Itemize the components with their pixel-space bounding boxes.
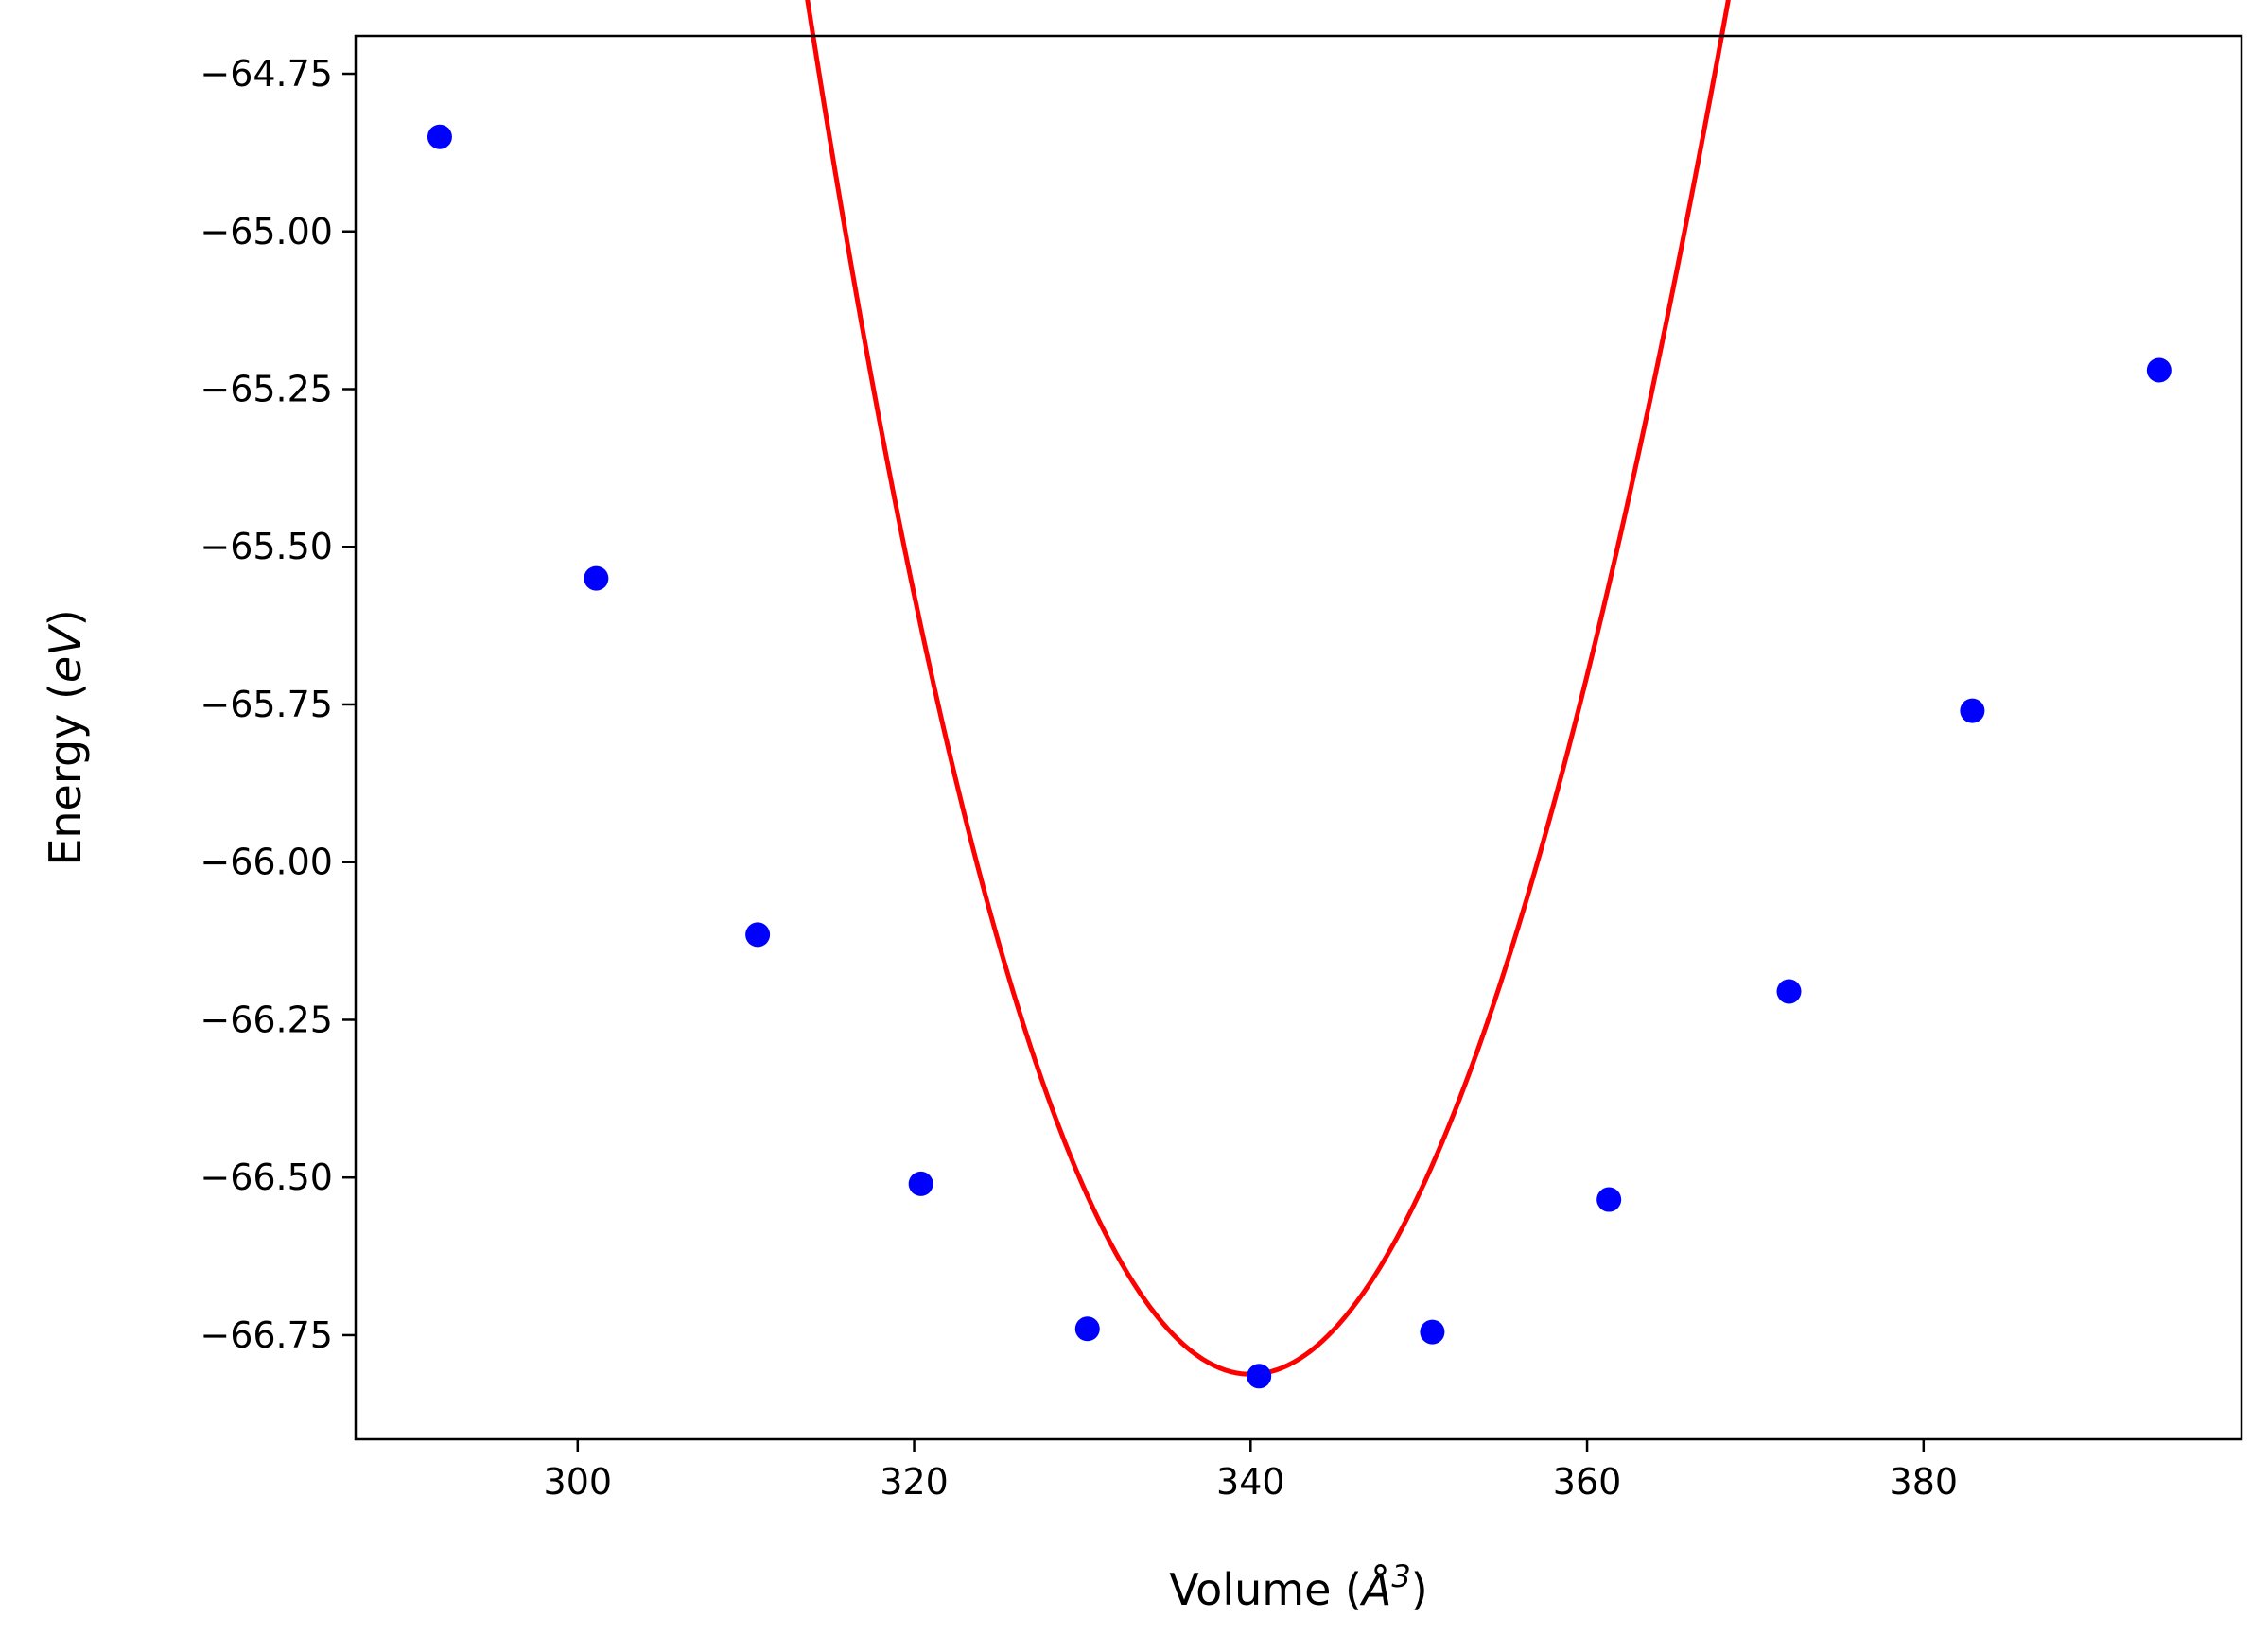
data-point — [1596, 1187, 1622, 1212]
data-point — [2146, 357, 2172, 383]
data-point — [1420, 1319, 1445, 1345]
data-point — [584, 565, 609, 591]
y-tick-label: −64.75 — [200, 53, 333, 95]
data-point — [427, 124, 452, 149]
data-point — [1247, 1364, 1272, 1389]
data-point — [1074, 1316, 1100, 1342]
x-tick-label: 340 — [1216, 1461, 1285, 1503]
x-tick-label: 380 — [1890, 1461, 1959, 1503]
x-axis-label: Volume (Å3) — [1169, 1558, 1427, 1615]
x-axis-ticks: 300 320 340 360 380 — [544, 1439, 1959, 1503]
y-tick-label: −65.25 — [200, 369, 333, 410]
y-tick-label: −65.50 — [200, 526, 333, 567]
y-tick-label: −66.50 — [200, 1156, 333, 1198]
data-point — [1960, 698, 1985, 723]
y-tick-label: −66.00 — [200, 842, 333, 883]
data-point — [745, 922, 771, 948]
y-axis-ticks: −64.75 −65.00 −65.25 −65.50 −65.75 −66.00 −66.… — [200, 53, 356, 1356]
fit-curve — [805, 0, 1731, 1377]
y-tick-label: −65.75 — [200, 684, 333, 725]
y-tick-label: −66.75 — [200, 1314, 333, 1356]
plot-frame — [354, 34, 2243, 1441]
data-points — [427, 124, 2172, 1389]
data-point — [908, 1171, 933, 1196]
x-tick-label: 360 — [1553, 1461, 1622, 1503]
y-tick-label: −65.00 — [200, 211, 333, 252]
y-axis-label: Energy (eV) — [40, 609, 91, 865]
y-tick-label: −66.25 — [200, 999, 333, 1040]
x-tick-label: 300 — [544, 1461, 613, 1503]
x-tick-label: 320 — [880, 1461, 949, 1503]
data-point — [1776, 979, 1802, 1004]
